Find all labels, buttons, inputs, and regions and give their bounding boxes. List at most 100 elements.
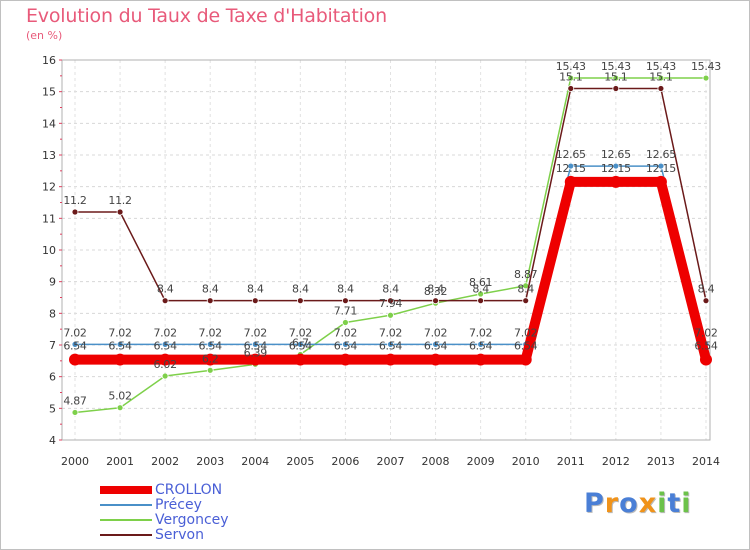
data-point-servon: [657, 85, 665, 92]
data-point-servon: [251, 297, 259, 305]
data-label: 8.4: [337, 283, 354, 296]
y-tick-label: 10: [42, 244, 56, 257]
legend-label: Précey: [155, 497, 202, 513]
chart-subtitle: (en %): [26, 29, 63, 42]
logo-letter: i: [681, 488, 692, 519]
data-label: 12.15: [646, 162, 676, 175]
data-label: 7.71: [334, 305, 357, 318]
data-label: 6.7: [292, 337, 309, 350]
data-label: 8.61: [469, 276, 492, 289]
logo-letter: r: [604, 488, 620, 519]
data-label: 8.4: [247, 283, 264, 296]
data-point-vergoncey: [657, 74, 665, 82]
x-tick-label: 2012: [602, 455, 630, 468]
data-point-vergoncey: [612, 74, 620, 82]
x-tick-label: 2008: [422, 455, 450, 468]
data-point-vergoncey: [342, 319, 349, 326]
data-label: 7.02: [334, 326, 357, 339]
y-tick-label: 5: [49, 402, 56, 415]
data-label: 6.54: [469, 340, 493, 353]
data-point-servon: [522, 297, 530, 305]
data-label: 7.02: [153, 326, 176, 339]
data-point-servon: [702, 297, 710, 305]
data-point-précey: [612, 162, 620, 170]
data-point-crollon: [294, 353, 307, 366]
data-point-crollon: [564, 175, 577, 188]
x-tick-label: 2009: [467, 455, 495, 468]
data-point-servon: [116, 208, 124, 216]
data-label: 12.65: [601, 148, 631, 161]
data-point-crollon: [159, 353, 172, 366]
data-label: 15.1: [649, 71, 672, 84]
data-point-précey: [657, 162, 665, 170]
data-label: 6.54: [108, 340, 132, 353]
data-label: 15.1: [604, 71, 627, 84]
data-label: 6.02: [153, 358, 176, 371]
data-label: 6.2: [202, 352, 219, 365]
x-tick-label: 2003: [196, 455, 224, 468]
data-point-crollon: [114, 353, 127, 366]
data-point-vergoncey: [71, 409, 79, 416]
data-label: 15.43: [556, 60, 586, 73]
data-point-vergoncey: [477, 290, 485, 298]
y-tick-label: 8: [49, 307, 56, 320]
data-label: 6.39: [244, 346, 268, 359]
x-tick-label: 2004: [241, 455, 269, 468]
data-point-crollon: [384, 353, 397, 366]
data-label: 6.54: [199, 340, 223, 353]
data-label: 4.87: [63, 394, 87, 407]
data-label: 8.4: [427, 283, 444, 296]
data-point-précey: [567, 162, 575, 170]
data-label: 6.54: [424, 340, 448, 353]
y-tick-label: 6: [49, 371, 56, 384]
data-label: 7.02: [199, 326, 222, 339]
data-point-précey: [251, 340, 259, 348]
x-tick-label: 2000: [61, 455, 89, 468]
data-label: 7.02: [514, 326, 537, 339]
legend-swatch: [100, 534, 152, 536]
data-point-précey: [71, 340, 79, 348]
y-tick-label: 14: [42, 117, 56, 130]
data-label: 8.4: [698, 283, 715, 296]
x-tick-label: 2005: [286, 455, 314, 468]
data-label: 6.54: [334, 340, 358, 353]
data-label: 15.43: [646, 60, 676, 73]
data-point-servon: [296, 297, 304, 305]
data-point-crollon: [339, 353, 352, 366]
data-point-servon: [567, 85, 575, 92]
legend-label: Vergoncey: [155, 512, 229, 528]
data-label: 8.4: [517, 283, 534, 296]
data-point-crollon: [474, 353, 487, 366]
data-point-crollon: [519, 353, 532, 366]
data-point-précey: [387, 340, 394, 348]
data-label: 6.54: [694, 340, 718, 353]
data-point-servon: [432, 297, 439, 305]
data-label: 12.65: [556, 148, 586, 161]
data-label: 6.54: [244, 340, 268, 353]
data-point-vergoncey: [206, 366, 214, 374]
chart-title: Evolution du Taux de Taxe d'Habitation: [26, 5, 387, 27]
data-label: 5.02: [108, 390, 131, 403]
data-point-précey: [477, 340, 485, 348]
legend-swatch: [100, 486, 152, 494]
x-tick-label: 2010: [512, 455, 540, 468]
data-label: 6.54: [153, 340, 177, 353]
proxiti-logo: Proxiti: [584, 488, 692, 519]
data-point-servon: [161, 297, 169, 305]
data-point-servon: [387, 297, 394, 305]
data-point-servon: [71, 208, 79, 216]
data-label: 7.02: [424, 326, 447, 339]
y-tick-label: 7: [49, 339, 56, 352]
legend-label: Servon: [155, 527, 204, 543]
data-label: 7.02: [289, 326, 312, 339]
data-label: 7.02: [63, 326, 86, 339]
data-label: 8.4: [472, 283, 489, 296]
data-point-précey: [116, 340, 124, 348]
logo-letter: i: [657, 488, 668, 519]
y-tick-label: 11: [42, 212, 56, 225]
data-point-vergoncey: [116, 404, 124, 412]
data-point-crollon: [699, 353, 712, 366]
data-label: 7.02: [108, 326, 131, 339]
y-tick-label: 13: [42, 149, 56, 162]
